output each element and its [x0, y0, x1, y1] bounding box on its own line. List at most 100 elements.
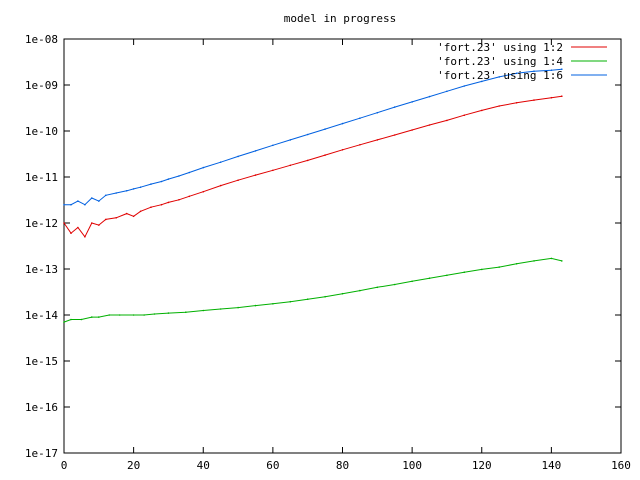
series-1-point	[91, 222, 93, 224]
y-tick-label: 1e-12	[25, 217, 58, 230]
series-3-point	[98, 200, 100, 202]
series-3-point	[376, 111, 379, 114]
series-2-point	[428, 277, 431, 280]
series-1-point	[160, 203, 163, 206]
x-tick-label: 40	[197, 459, 210, 472]
series-2-point	[108, 314, 111, 316]
series-3-point	[272, 144, 274, 147]
series-1-point	[411, 129, 413, 131]
y-tick-label: 1e-15	[25, 355, 58, 368]
series-2-point	[515, 263, 518, 265]
series-1-point	[188, 195, 191, 198]
series-1-point	[515, 102, 518, 104]
series-1-point	[289, 164, 292, 167]
series-3-point	[498, 76, 501, 78]
series-3-point	[160, 180, 163, 183]
series-2-point	[463, 271, 466, 274]
series-2-point	[324, 295, 326, 298]
series-3-point	[411, 101, 413, 103]
series-2-point	[411, 280, 413, 283]
series-1-point	[393, 134, 396, 136]
series-1-point	[463, 114, 466, 116]
y-tick-label: 1e-11	[25, 171, 58, 184]
series-2-point	[272, 303, 274, 305]
x-tick-label: 20	[127, 459, 140, 472]
legend-label: 'fort.23' using 1:6	[437, 69, 563, 82]
legend: 'fort.23' using 1:2'fort.23' using 1:4'f…	[437, 41, 607, 82]
x-tick-label: 100	[402, 459, 422, 472]
series-3-point	[359, 117, 361, 119]
y-tick-label: 1e-10	[25, 125, 58, 138]
series-1-point	[550, 96, 553, 99]
series-3-point	[202, 166, 205, 169]
x-axis: 0 20 40 60 80 100 120 140 160	[61, 39, 631, 472]
series-2-point	[561, 260, 563, 262]
series-3-point	[306, 133, 309, 136]
series-2-point	[80, 318, 83, 321]
series-2-point	[91, 316, 93, 318]
series-3-point	[132, 188, 135, 190]
series-1-point	[237, 179, 239, 181]
series-3-point	[515, 72, 518, 75]
series-1-point	[376, 139, 379, 141]
series-3-point	[533, 70, 535, 72]
series-1-point	[63, 222, 65, 224]
series-3-point	[237, 155, 239, 158]
series-2-point	[498, 266, 501, 268]
series-2-point	[202, 309, 205, 312]
series-3-point	[463, 85, 466, 87]
series-3-point	[70, 203, 72, 206]
series-2-point	[376, 286, 379, 289]
series-2-point	[118, 314, 121, 316]
series-3-point	[446, 90, 448, 93]
series-1-point	[98, 224, 100, 226]
series-3-point	[139, 186, 142, 188]
series-3-point	[428, 95, 431, 98]
series-3-point	[84, 203, 86, 206]
series-1-point	[125, 212, 128, 215]
series-2-point	[306, 298, 309, 301]
series-3-point	[219, 161, 222, 163]
series-2-point	[481, 268, 483, 271]
series-2-point	[63, 321, 65, 323]
series-3-point	[150, 183, 152, 185]
series-2-point	[393, 283, 396, 286]
series-3-point	[188, 171, 191, 174]
y-axis: 1e-17 1e-16 1e-15 1e-14 1e-13 1e-12 1e-11 1e-10…	[25, 33, 621, 460]
series-1-point	[178, 199, 180, 201]
series-2-point	[341, 292, 344, 295]
series-2-point	[550, 257, 553, 260]
series-2-point	[185, 311, 187, 314]
series-2-point	[153, 313, 156, 315]
series-3-point	[91, 197, 93, 199]
x-tick-label: 120	[472, 459, 492, 472]
series-3-point	[481, 80, 483, 83]
y-tick-label: 1e-14	[25, 309, 58, 322]
y-tick-label: 1e-16	[25, 401, 58, 414]
series-3-point	[178, 175, 180, 177]
x-tick-label: 140	[541, 459, 561, 472]
series-3-point	[289, 139, 292, 141]
series-1-point	[446, 119, 448, 122]
series-3-point	[105, 194, 107, 197]
series-3-point	[167, 178, 170, 180]
series-1-point	[481, 109, 483, 112]
series-3-point	[115, 192, 117, 194]
series-1-point	[561, 95, 563, 97]
series-1-point	[254, 174, 257, 176]
y-tick-label: 1e-17	[25, 447, 58, 460]
series-2-point	[143, 314, 145, 316]
series-2-point	[167, 312, 170, 314]
series-1-point	[115, 217, 117, 219]
series-1-point	[132, 215, 135, 218]
series-1-point	[428, 124, 431, 126]
series-3-point	[561, 68, 563, 70]
series-1-point	[77, 226, 79, 229]
series-3-point	[341, 122, 344, 125]
y-tick-label: 1e-08	[25, 33, 58, 46]
series-1-point	[219, 184, 222, 187]
x-tick-label: 160	[611, 459, 631, 472]
series-1-point	[202, 190, 205, 193]
series-1-point	[70, 232, 72, 234]
